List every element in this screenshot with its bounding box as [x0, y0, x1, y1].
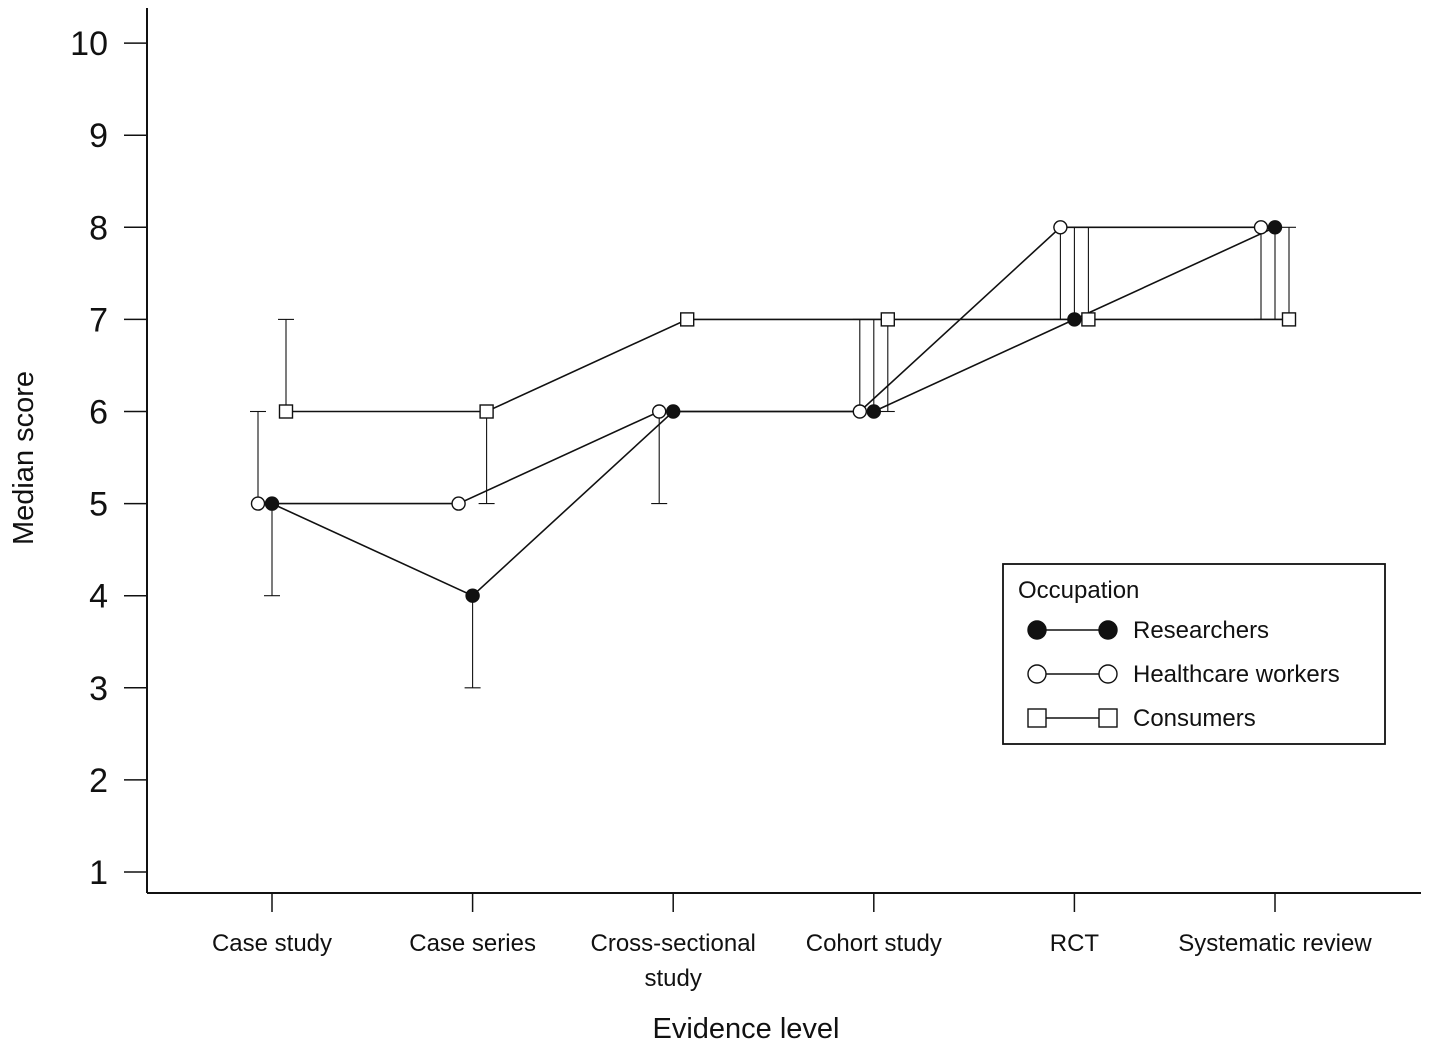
- data-point: [1053, 220, 1068, 235]
- data-point: [1281, 312, 1297, 327]
- x-axis-title: Evidence level: [653, 1013, 840, 1045]
- legend-marker: [1027, 708, 1047, 728]
- y-axis-title: Median score: [8, 371, 40, 545]
- x-ticks: Case study Case series Cross-sectional stud…: [212, 893, 1372, 992]
- data-point: [1067, 312, 1082, 327]
- x-tick-label: Systematic review: [1178, 930, 1372, 957]
- data-point: [451, 496, 466, 511]
- legend-label: Researchers: [1133, 617, 1269, 644]
- x-tick-label: Case study: [212, 930, 332, 957]
- series-line-healthcare-workers: [258, 226, 1261, 505]
- data-point: [278, 404, 294, 419]
- y-ticks: 1 2 3 4 5 6 7 8 9 10: [70, 25, 147, 892]
- data-point: [465, 588, 480, 603]
- series-lines: [258, 226, 1289, 597]
- y-tick-label: 6: [89, 394, 108, 432]
- legend-marker: [1098, 708, 1118, 728]
- data-point: [479, 404, 494, 419]
- y-tick-label: 5: [89, 486, 108, 524]
- data-point: [880, 312, 895, 327]
- series-line-consumers: [286, 318, 1289, 413]
- series-markers: [250, 220, 1297, 603]
- axes: [146, 8, 1421, 894]
- legend-label: Consumers: [1133, 705, 1256, 732]
- x-tick-label: Cohort study: [806, 930, 942, 957]
- legend: Occupation Researchers Healthcare workers…: [1002, 563, 1386, 745]
- data-point: [250, 496, 266, 511]
- legend-marker: [1098, 664, 1118, 684]
- legend-label: Healthcare workers: [1133, 661, 1340, 688]
- x-tick-label: Case series: [409, 930, 536, 957]
- data-point: [1267, 220, 1283, 235]
- legend-title: Occupation: [1018, 577, 1139, 604]
- data-point: [852, 404, 867, 419]
- y-tick-label: 1: [89, 854, 108, 892]
- data-point: [680, 312, 695, 327]
- y-tick-label: 7: [89, 301, 108, 339]
- y-tick-label: 10: [70, 25, 108, 63]
- legend-marker: [1027, 664, 1047, 684]
- y-tick-label: 2: [89, 762, 108, 800]
- y-tick-label: 9: [89, 117, 108, 155]
- legend-marker: [1098, 620, 1118, 640]
- x-tick-label: RCT: [1050, 930, 1100, 957]
- y-tick-label: 4: [89, 578, 108, 616]
- data-point: [866, 404, 881, 419]
- data-point: [652, 404, 667, 419]
- y-tick-label: 3: [89, 670, 108, 708]
- data-point: [264, 496, 280, 511]
- data-point: [1253, 220, 1269, 235]
- data-point: [666, 404, 681, 419]
- legend-marker: [1027, 620, 1047, 640]
- legend-box: [1002, 563, 1386, 745]
- data-point: [1081, 312, 1096, 327]
- x-tick-label: study: [645, 965, 702, 992]
- y-tick-label: 8: [89, 209, 108, 247]
- x-tick-label: Cross-sectional: [591, 930, 756, 957]
- legend-entries: Researchers Healthcare workers Consumers: [1027, 617, 1340, 732]
